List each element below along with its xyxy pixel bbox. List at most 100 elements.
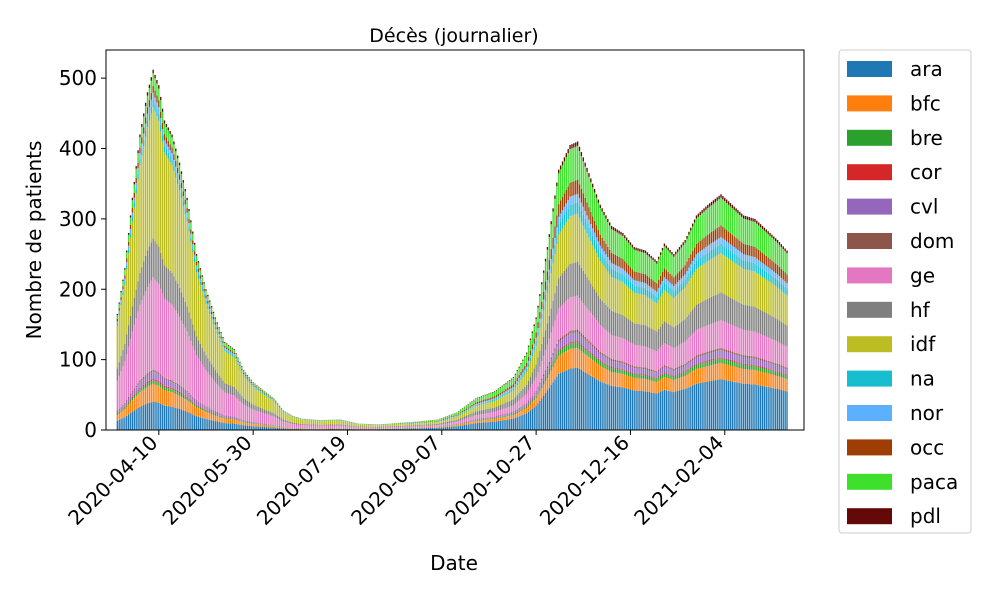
bar-segment-hf <box>216 372 218 385</box>
bar-segment-ara <box>278 428 281 430</box>
bar-segment-bfc <box>226 418 228 424</box>
bar-segment-na <box>265 395 268 397</box>
bar-segment-nor <box>267 396 269 398</box>
bar-segment-cvl <box>512 412 515 414</box>
bar-segment-ge <box>773 339 775 363</box>
bar-segment-paca <box>276 403 279 405</box>
bar-segment-ge <box>409 426 411 428</box>
bar-segment-nor <box>188 223 190 228</box>
bar-segment-cor <box>637 373 639 375</box>
bar-segment-na <box>201 288 203 292</box>
bar-segment-pdl <box>173 141 175 145</box>
bar-segment-ara <box>490 421 492 430</box>
bar-segment-cvl <box>120 407 122 411</box>
bar-segment-ara <box>654 393 656 430</box>
bar-segment-cor <box>718 357 720 359</box>
bar-segment-cor <box>218 415 220 416</box>
bar-segment-bfc <box>409 427 411 429</box>
bar-segment-hf <box>609 308 611 334</box>
bar-segment-occ <box>243 372 245 375</box>
bar-segment-idf <box>782 292 784 323</box>
bar-segment-nor <box>686 271 688 277</box>
bar-segment-paca <box>343 420 345 421</box>
bar-segment-ara <box>712 380 715 430</box>
bar-segment-na <box>167 152 169 159</box>
bar-segment-cor <box>550 365 552 367</box>
bar-segment-ge <box>329 425 332 429</box>
bar-segment-idf <box>727 258 730 297</box>
bar-segment-cvl <box>195 401 198 405</box>
bar-segment-idf <box>582 225 584 271</box>
bar-segment-hf <box>601 300 603 327</box>
bar-segment-bfc <box>307 428 309 430</box>
bar-segment-dom <box>186 391 188 393</box>
bar-segment-bre <box>729 361 732 366</box>
bar-segment-na <box>122 292 124 296</box>
bar-segment-ara <box>210 420 213 430</box>
bar-segment-idf <box>352 423 354 426</box>
bar-segment-cor <box>616 368 618 370</box>
bar-segment-dom <box>748 355 750 358</box>
bar-segment-nor <box>541 309 543 314</box>
bar-segment-occ <box>493 396 496 399</box>
bar-segment-bre <box>156 381 158 386</box>
bar-segment-hf <box>220 377 222 389</box>
bar-segment-pdl <box>512 377 515 378</box>
bar-segment-bfc <box>318 428 320 430</box>
bar-segment-hf <box>124 343 126 362</box>
bar-segment-hf <box>427 424 430 426</box>
bar-segment-paca <box>141 126 143 138</box>
bar-segment-na <box>158 114 160 121</box>
bar-segment-paca <box>439 418 441 421</box>
bar-segment-bfc <box>703 366 705 383</box>
bar-segment-paca <box>127 234 130 242</box>
bar-segment-hf <box>267 410 269 415</box>
bar-segment-hf <box>143 261 145 296</box>
bar-segment-ara <box>161 404 164 430</box>
bar-segment-idf <box>201 291 203 348</box>
bar-segment-ara <box>644 391 647 430</box>
bar-segment-hf <box>637 323 639 346</box>
bar-segment-cor <box>141 386 143 388</box>
bar-segment-ara <box>446 426 449 430</box>
bar-segment-hf <box>193 330 196 351</box>
bar-segment-occ <box>192 240 194 245</box>
bar-segment-cor <box>143 384 145 387</box>
bar-segment-cor <box>139 387 141 390</box>
bar-segment-cvl <box>739 356 741 363</box>
bar-segment-na <box>618 272 620 281</box>
bar-segment-occ <box>759 251 762 262</box>
bar-segment-idf <box>610 276 613 311</box>
bar-segment-cvl <box>518 408 520 411</box>
bar-segment-cvl <box>601 355 603 362</box>
bar-segment-bre <box>678 374 681 378</box>
bar-segment-pdl <box>129 215 132 218</box>
bar-segment-na <box>171 159 173 166</box>
bar-segment-ge <box>769 338 771 362</box>
bar-segment-ara <box>741 383 743 430</box>
bar-segment-ara <box>220 422 222 430</box>
bar-segment-nor <box>765 265 767 272</box>
bar-segment-na <box>527 363 530 367</box>
bar-segment-ara <box>590 375 592 430</box>
bar-segment-bre <box>199 407 202 410</box>
bar-segment-ara <box>427 427 430 430</box>
bar-segment-cvl <box>654 372 656 378</box>
bar-segment-occ <box>659 275 662 285</box>
bar-segment-paca <box>703 211 705 238</box>
bar-segment-idf <box>465 411 467 416</box>
bar-segment-cvl <box>267 424 269 425</box>
bar-segment-nor <box>473 405 475 407</box>
bar-segment-paca <box>426 420 428 422</box>
bar-segment-cor <box>724 358 726 360</box>
bar-segment-ge <box>369 427 371 429</box>
bar-segment-hf <box>625 317 628 341</box>
bar-segment-occ <box>637 272 639 282</box>
bar-segment-pdl <box>178 162 181 166</box>
bar-segment-paca <box>450 414 452 417</box>
bar-segment-bre <box>193 404 196 407</box>
bar-segment-bfc <box>514 413 517 418</box>
bar-segment-idf <box>609 274 611 309</box>
bar-segment-dom <box>597 349 600 353</box>
bar-segment-ge <box>714 322 717 350</box>
